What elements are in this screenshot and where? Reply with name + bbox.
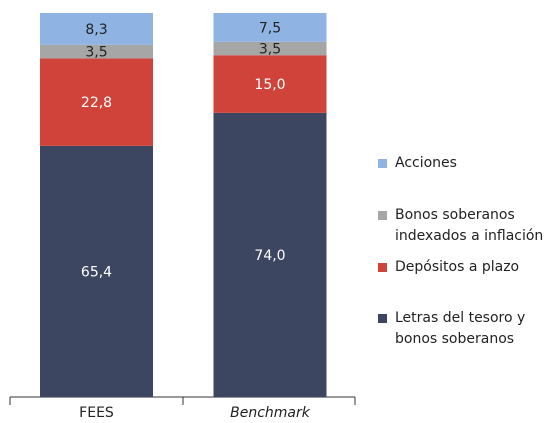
value-label: 22,8 [81,95,112,111]
bar-segment [213,13,327,42]
bar-segment [40,145,153,397]
value-label: 15,0 [254,77,285,93]
legend-swatch [378,211,387,220]
value-label: 7,5 [259,20,281,36]
legend-item: Bonos soberanos indexados a inflación [378,205,548,247]
bar-segment [40,13,153,45]
value-label: 3,5 [259,42,281,58]
legend-item: Acciones [378,153,548,174]
legend-label: Acciones [395,155,457,171]
value-label: 65,4 [81,264,112,280]
bar-segment [213,112,327,397]
value-label: 74,0 [254,248,285,264]
bar-segment [213,55,327,113]
bar-segment [213,41,327,56]
legend-item: Depósitos a plazo [378,257,548,278]
value-label: 8,3 [85,22,107,38]
legend-swatch [378,159,387,168]
legend-swatch [378,263,387,272]
legend-item: Letras del tesoro y bonos soberanos [378,308,548,350]
legend-label: Letras del tesoro y bonos soberanos [395,310,526,347]
value-label: 3,5 [85,45,107,61]
x-tick-label: Benchmark [230,405,311,421]
legend-label: Depósitos a plazo [395,259,520,275]
bar-segment [40,44,153,59]
legend-swatch [378,314,387,323]
x-tick-label: FEES [79,405,114,421]
bar-segment [40,58,153,146]
legend-label: Bonos soberanos indexados a inflación [395,207,544,244]
